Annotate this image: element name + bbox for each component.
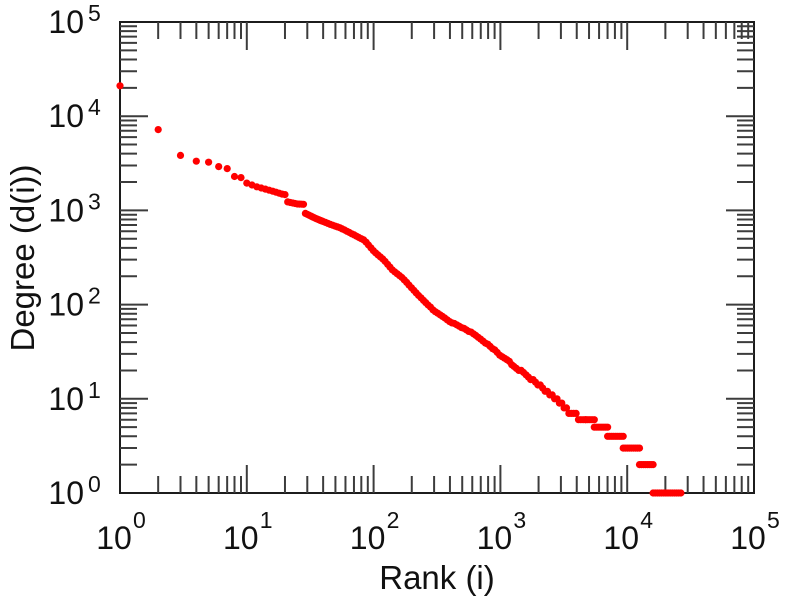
- x-tick-label-exponent: 1: [260, 507, 273, 533]
- x-tick-label: 10: [730, 520, 766, 556]
- x-tick-label: 10: [603, 520, 639, 556]
- x-tick-label-exponent: 3: [513, 507, 526, 533]
- x-tick-label: 10: [477, 520, 513, 556]
- data-points: [116, 82, 685, 497]
- y-tick-label: 10: [48, 98, 84, 134]
- x-tick-label-exponent: 5: [767, 507, 780, 533]
- axis-tick-labels: 10 0 10 1 10 2 10 3 10 4 10 510 010 110 210 310 410 5: [48, 0, 779, 556]
- y-tick-label: 10: [48, 287, 84, 323]
- y-tick-label-exponent: 0: [88, 471, 101, 497]
- y-axis-title: Degree (d(i)): [4, 164, 41, 351]
- y-tick-label-exponent: 1: [88, 377, 101, 403]
- x-tick-label-exponent: 2: [387, 507, 400, 533]
- y-tick-label-exponent: 4: [88, 94, 101, 120]
- y-tick-label-exponent: 2: [88, 283, 101, 309]
- y-tick-label: 10: [48, 381, 84, 417]
- x-tick-label: 10: [350, 520, 386, 556]
- plot-frame: [119, 21, 755, 494]
- x-tick-label-exponent: 0: [133, 507, 146, 533]
- axis-ticks: [120, 22, 754, 493]
- y-tick-label: 10: [48, 192, 84, 228]
- x-tick-label: 10: [96, 520, 132, 556]
- x-axis-title: Rank (i): [379, 559, 495, 596]
- x-tick-label-exponent: 4: [640, 507, 653, 533]
- x-tick-label: 10: [223, 520, 259, 556]
- y-tick-label: 10: [48, 4, 84, 40]
- y-tick-label-exponent: 5: [88, 0, 101, 26]
- y-tick-label: 10: [48, 475, 84, 511]
- y-tick-label-exponent: 3: [88, 188, 101, 214]
